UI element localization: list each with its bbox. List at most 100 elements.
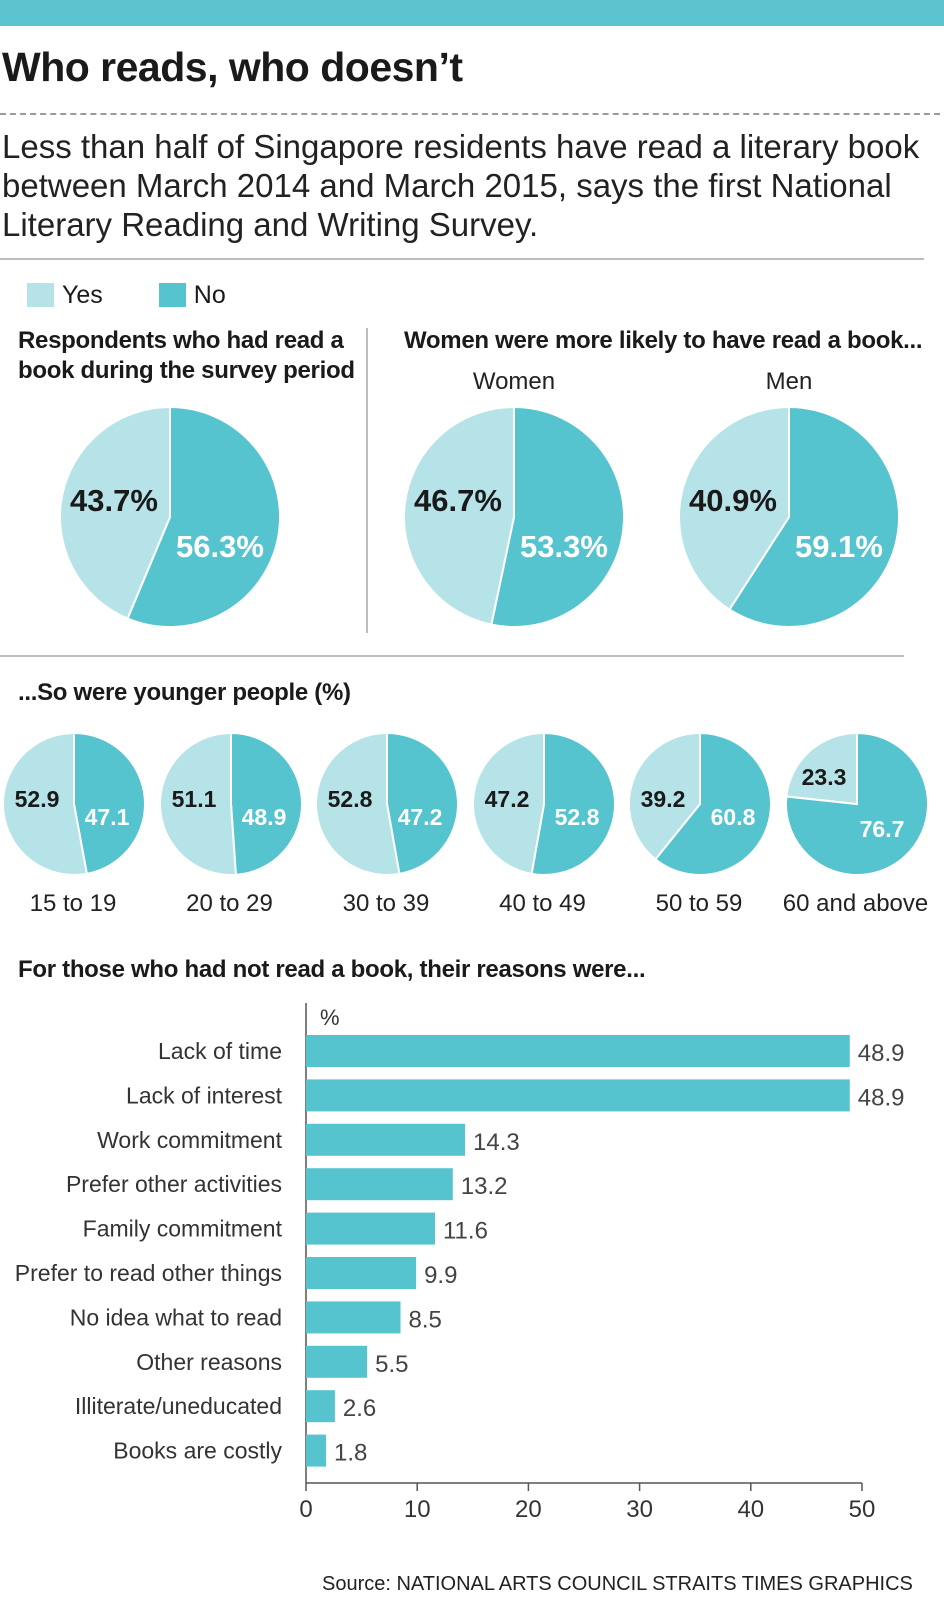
pie-overall-slice-yes [59, 405, 171, 620]
pie-overall-label-yes: 43.7% [70, 483, 158, 518]
bar-0 [306, 1035, 850, 1067]
bar-value-label-7: 5.5 [375, 1351, 408, 1378]
page-title: Who reads, who doesn’t [2, 44, 463, 90]
divider-rule-2 [0, 655, 904, 657]
overall-title-line-1: Respondents who had read a [18, 327, 344, 354]
bar-category-label-7: Other reasons [136, 1349, 282, 1375]
bar-x-tick-label-1: 10 [404, 1496, 431, 1523]
age-pie-label-0: 15 to 19 [29, 890, 117, 917]
section-vertical-divider [366, 328, 368, 633]
pie-women-slice-yes [403, 405, 515, 626]
bar-8 [306, 1390, 335, 1423]
bar-category-label-3: Prefer other activities [66, 1171, 282, 1197]
reasons-bar-chart: % Lack of time 48.9 Lack of interest 48.9 Wor… [15, 1003, 905, 1523]
age-pie-label-3: 40 to 49 [499, 890, 586, 917]
bar-1 [306, 1079, 850, 1112]
age-pie-3-slice-no [529, 731, 616, 876]
legend-swatch-no [158, 283, 186, 307]
bar-value-label-4: 11.6 [443, 1218, 488, 1245]
age-pie-4: 39.2 60.8 [628, 731, 772, 876]
bar-category-label-8: Illiterate/uneducated [75, 1393, 282, 1419]
bar-category-label-9: Books are costly [113, 1438, 282, 1464]
bar-4 [306, 1212, 435, 1245]
age-pie-4-label-yes: 39.2 [641, 786, 686, 812]
bar-x-tick-label-0: 0 [299, 1496, 312, 1523]
age-pie-2-label-no: 47.2 [398, 804, 443, 830]
age-pie-label-4: 50 to 59 [655, 890, 743, 917]
bar-value-label-5: 9.9 [424, 1262, 457, 1289]
bar-value-label-6: 8.5 [409, 1306, 442, 1333]
gender-section-title: Women were more likely to have read a bo… [404, 327, 923, 354]
bar-2 [306, 1123, 466, 1156]
pie-men-label-no: 59.1% [795, 529, 883, 564]
source-credit: Source: NATIONAL ARTS COUNCIL STRAITS TI… [322, 1573, 913, 1595]
dashed-divider [0, 113, 940, 115]
divider-rule [0, 258, 924, 260]
age-pie-4-label-no: 60.8 [711, 804, 756, 830]
age-pie-5: 23.3 76.7 [784, 731, 929, 876]
age-pie-0-label-no: 47.1 [85, 804, 130, 830]
pie-overall-slice-no [126, 405, 281, 628]
age-pie-5-label-no: 76.7 [859, 816, 904, 842]
age-pie-3-label-no: 52.8 [554, 804, 599, 830]
age-pie-4-slice-yes [628, 731, 701, 861]
age-pie-3-slice-yes [471, 731, 545, 876]
bar-category-label-5: Prefer to read other things [15, 1260, 282, 1286]
bar-3 [306, 1168, 453, 1201]
legend: Yes No [27, 280, 282, 310]
pie-label-women: Women [472, 368, 556, 395]
legend-item-yes: Yes [27, 281, 103, 310]
bar-value-label-2: 14.3 [473, 1129, 520, 1156]
bar-value-label-0: 48.9 [858, 1040, 905, 1067]
bar-value-label-1: 48.9 [858, 1084, 905, 1111]
bar-value-label-3: 13.2 [461, 1173, 508, 1200]
overall-title-line-2: book during the survey period [18, 357, 355, 384]
bar-value-label-8: 2.6 [343, 1395, 376, 1422]
legend-label-yes: Yes [62, 280, 103, 309]
bar-category-label-4: Family commitment [83, 1216, 283, 1242]
pie-chart-women: 46.7% 53.3% [403, 405, 625, 628]
bar-category-label-2: Work commitment [97, 1127, 282, 1153]
bar-category-label-1: Lack of interest [126, 1082, 283, 1108]
pie-women-label-yes: 46.7% [414, 483, 502, 518]
age-pie-3: 47.2 52.8 [471, 731, 616, 876]
bar-9 [306, 1434, 327, 1467]
age-pie-0-slice-no [73, 731, 146, 875]
overall-section-title: Respondents who had read a book during t… [18, 326, 355, 386]
age-pie-2: 52.8 47.2 [315, 731, 459, 876]
bar-5 [306, 1257, 417, 1289]
age-pie-3-label-yes: 47.2 [484, 786, 529, 812]
pie-women-label-no: 53.3% [520, 529, 608, 564]
age-pie-0-label-yes: 52.9 [15, 786, 60, 812]
bar-value-label-9: 1.8 [334, 1440, 367, 1467]
pie-overall-label-no: 56.3% [176, 529, 264, 564]
bar-category-label-0: Lack of time [158, 1038, 282, 1064]
pie-label-men: Men [765, 368, 813, 395]
pie-chart-overall: 43.7% 56.3% [59, 405, 281, 628]
intro-text: Less than half of Singapore residents ha… [2, 128, 920, 243]
age-pie-0-slice-yes [2, 731, 89, 876]
age-section-title: ...So were younger people (%) [18, 679, 351, 706]
age-pie-1-slice-no [229, 731, 303, 876]
legend-label-no: No [193, 280, 226, 309]
bar-category-label-6: No idea what to read [70, 1304, 282, 1330]
age-pie-2-slice-yes [315, 731, 401, 876]
age-pie-1-slice-yes [158, 731, 237, 876]
pie-men-label-yes: 40.9% [689, 483, 777, 518]
legend-item-no: No [158, 280, 226, 310]
pie-men-slice-yes [678, 405, 790, 611]
legend-swatch-yes [27, 283, 54, 307]
reasons-section-title: For those who had not read a book, their… [18, 956, 646, 983]
pie-chart-men: 40.9% 59.1% [678, 405, 900, 628]
pie-women-slice-no [490, 405, 625, 628]
bar-x-tick-label-2: 20 [515, 1496, 542, 1523]
bar-x-tick-label-5: 50 [849, 1496, 876, 1523]
age-pie-1: 51.1 48.9 [158, 731, 303, 876]
bar-7 [306, 1345, 368, 1378]
age-pie-2-label-yes: 52.8 [328, 786, 373, 812]
top-accent-bar [0, 0, 944, 26]
age-pie-1-label-no: 48.9 [241, 804, 286, 830]
age-pie-1-label-yes: 51.1 [171, 786, 216, 812]
age-pie-5-slice-yes [784, 731, 858, 806]
age-pie-label-1: 20 to 29 [186, 890, 273, 917]
